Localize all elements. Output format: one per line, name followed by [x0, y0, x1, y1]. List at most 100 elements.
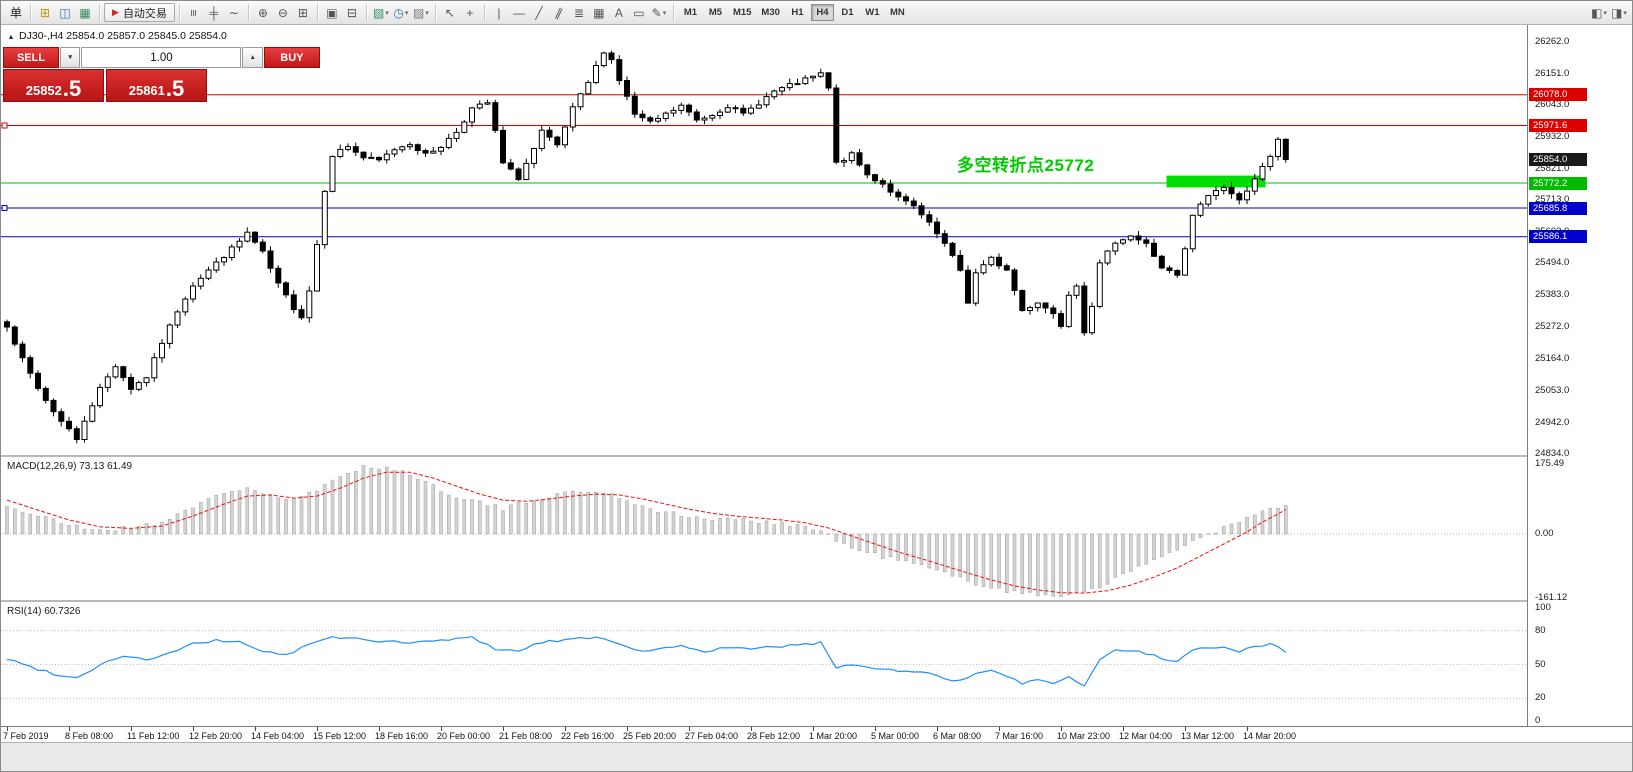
- new-order-icon: ⊞: [39, 5, 51, 20]
- volume-decrease-button[interactable]: ▼: [60, 47, 81, 68]
- tile-windows-icon[interactable]: ⊞: [293, 3, 313, 22]
- time-axis-label: 12 Mar 04:00: [1119, 731, 1173, 741]
- current-price-label: 25854.0: [1529, 152, 1587, 166]
- timeframe-h1[interactable]: H1: [786, 4, 809, 21]
- status-bar: [1, 742, 1632, 771]
- rsi-tick-label: 50: [1535, 658, 1546, 670]
- candlestick-chart-icon: ╪: [209, 5, 219, 20]
- horizontal-line-icon[interactable]: —: [509, 3, 529, 22]
- fibonacci-icon[interactable]: ≣: [569, 3, 589, 22]
- market-watch-icon[interactable]: ◫: [55, 3, 75, 22]
- line-chart-icon: ∼: [228, 5, 239, 20]
- bar-chart-icon[interactable]: ≡: [184, 3, 204, 22]
- time-tick: [131, 727, 132, 731]
- menu-label[interactable]: 单: [10, 6, 23, 20]
- buy-price[interactable]: 25861 .5: [106, 69, 207, 102]
- tile-windows-icon: ⊞: [297, 5, 308, 20]
- volume-input[interactable]: [81, 47, 242, 68]
- price-line-label: 25685.8: [1529, 201, 1587, 215]
- rsi-tick-label: 100: [1535, 602, 1551, 613]
- cursor-icon: ↖: [444, 5, 455, 20]
- toolbar-separator: [434, 4, 436, 21]
- layout-icon[interactable]: ◨ ▾: [1609, 3, 1629, 22]
- toolbar-separator: [99, 4, 101, 21]
- layout-icon: ◨: [1611, 5, 1623, 20]
- macd-indicator-chart[interactable]: [1, 457, 1527, 601]
- price-tick-label: 25821.0: [1535, 163, 1570, 174]
- price-tick-label: 25494.0: [1535, 257, 1570, 269]
- bar-chart-icon: ≡: [186, 8, 201, 17]
- zoom-in-icon[interactable]: ⊕: [253, 3, 273, 22]
- zoom-out-icon[interactable]: ⊖: [273, 3, 293, 22]
- period-icon[interactable]: ◷ ▾: [391, 3, 411, 22]
- time-tick: [7, 727, 8, 731]
- macd-label: MACD(12,26,9) 73.13 61.49: [7, 461, 133, 472]
- vertical-line-icon[interactable]: |: [489, 3, 509, 22]
- tile-horizontal-icon: ⊟: [346, 5, 357, 20]
- macd-tick-label: -161.12: [1535, 592, 1568, 604]
- timeframe-d1[interactable]: D1: [836, 4, 859, 21]
- one-click-toggle-icon[interactable]: ▴: [9, 31, 14, 41]
- new-order-icon[interactable]: ⊞: [35, 3, 55, 22]
- time-axis-label: 14 Mar 20:00: [1243, 731, 1297, 741]
- dropdown-arrow-icon: ▾: [1603, 9, 1607, 17]
- sell-price[interactable]: 25852 .5: [3, 69, 104, 102]
- timeframe-m5[interactable]: M5: [704, 4, 727, 21]
- time-tick: [69, 727, 70, 731]
- time-tick: [503, 727, 504, 731]
- chart-window: ▴ DJ30-,H4 25854.0 25857.0 25845.0 25854…: [1, 25, 1632, 742]
- trendline-icon[interactable]: ╱: [529, 3, 549, 22]
- chart-window-icon: ◧: [1591, 5, 1603, 20]
- time-axis-label: 28 Feb 12:00: [747, 731, 801, 741]
- channel-icon[interactable]: ∥: [549, 3, 569, 22]
- arrows-icon[interactable]: ✎ ▾: [649, 3, 669, 22]
- tile-horizontal-icon[interactable]: ⊟: [342, 3, 362, 22]
- auto-trading-button[interactable]: ▶ 自动交易: [104, 3, 175, 22]
- horizontal-line-icon: —: [512, 5, 525, 20]
- time-tick: [565, 727, 566, 731]
- line-chart-icon[interactable]: ∼: [224, 3, 244, 22]
- price-chart[interactable]: [1, 25, 1527, 456]
- timeframe-m1[interactable]: M1: [679, 4, 702, 21]
- price-tick-label: 24942.0: [1535, 416, 1570, 428]
- label-icon[interactable]: ▭: [629, 3, 649, 22]
- rsi-indicator-chart[interactable]: [1, 602, 1527, 726]
- buy-button[interactable]: BUY: [263, 47, 320, 68]
- time-tick: [1185, 727, 1186, 731]
- trade-panel-top-row: SELL ▼ ▲ BUY: [3, 47, 320, 68]
- dropdown-arrow-icon: ▾: [425, 9, 429, 17]
- rsi-tick-label: 20: [1535, 692, 1546, 704]
- sell-price-big-digit: .5: [62, 76, 82, 102]
- chart-window-icon[interactable]: ◧ ▾: [1589, 3, 1609, 22]
- toolbar-separator: [365, 4, 367, 21]
- pane-separator[interactable]: [1, 600, 1632, 602]
- time-axis-label: 21 Feb 08:00: [499, 731, 553, 741]
- volume-increase-button[interactable]: ▲: [242, 47, 263, 68]
- candlestick-chart-icon[interactable]: ╪: [204, 3, 224, 22]
- timeframe-mn[interactable]: MN: [886, 4, 909, 21]
- vertical-line-icon: |: [497, 5, 501, 20]
- rsi-label: RSI(14) 60.7326: [7, 606, 81, 617]
- timeframe-m30[interactable]: M30: [757, 4, 783, 21]
- time-tick: [937, 727, 938, 731]
- fibonacci-icon: ≣: [573, 5, 584, 20]
- timeframe-h4[interactable]: H4: [810, 4, 834, 21]
- timeframe-m15[interactable]: M15: [729, 4, 755, 21]
- time-axis-label: 12 Feb 20:00: [189, 731, 243, 741]
- shapes-icon[interactable]: ▦: [589, 3, 609, 22]
- text-icon[interactable]: A: [609, 3, 629, 22]
- time-tick: [1247, 727, 1248, 731]
- pane-separator[interactable]: [1, 455, 1632, 457]
- timeframe-w1[interactable]: W1: [861, 4, 884, 21]
- crosshair-icon[interactable]: +: [460, 3, 480, 22]
- cascade-windows-icon[interactable]: ▣: [322, 3, 342, 22]
- play-icon: ▶: [112, 7, 119, 17]
- navigator-icon[interactable]: ▦: [75, 3, 95, 22]
- cursor-icon[interactable]: ↖: [440, 3, 460, 22]
- time-tick: [1061, 727, 1062, 731]
- new-chart-icon[interactable]: ▧ ▾: [371, 3, 391, 22]
- template-icon[interactable]: ▨ ▾: [411, 3, 431, 22]
- toolbar-separator: [178, 4, 180, 21]
- sell-button[interactable]: SELL: [3, 47, 59, 68]
- navigator-icon: ▦: [79, 5, 91, 20]
